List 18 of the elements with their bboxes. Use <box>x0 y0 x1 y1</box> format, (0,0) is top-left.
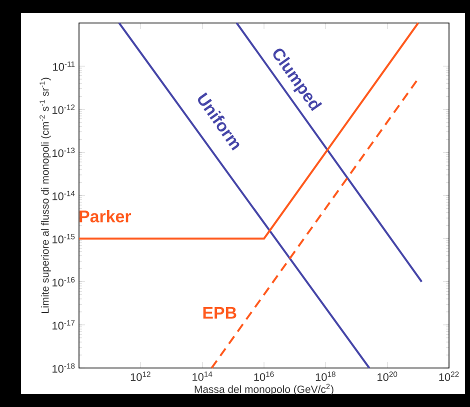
x-tick-label: 10$^{18}$ <box>316 372 336 381</box>
y-tick-label: 10$^{-11}$ <box>53 61 75 71</box>
y-tick-label: 10$^{-17}$ <box>52 320 75 330</box>
y-tick-label: 10$^{-16}$ <box>52 277 75 286</box>
y-axis-title: Limite superiore al flusso di monopoli (cm$^{-2}$ s$^{-1}$ sr$^{-1}$) <box>40 78 51 314</box>
series-label: Parker <box>80 210 131 222</box>
y-tick-label: 10$^{-18}$ <box>52 363 75 373</box>
x-tick-label: 10$^{20}$ <box>378 372 398 381</box>
x-tick-label: 10$^{16}$ <box>254 372 274 381</box>
x-tick-label: 10$^{14}$ <box>192 372 212 381</box>
x-tick-label: 10$^{12}$ <box>130 372 150 381</box>
y-tick-label: 10$^{-12}$ <box>52 104 75 114</box>
series-label: EPB <box>203 306 236 319</box>
y-tick-label: 10$^{-15}$ <box>52 234 75 244</box>
x-axis-title: Massa del monopolo (GeV/c$^{2}$) <box>194 384 334 396</box>
y-tick-label: 10$^{-13}$ <box>52 148 75 158</box>
x-tick-label: 10$^{22}$ <box>439 372 459 381</box>
y-tick-label: 10$^{-14}$ <box>52 190 75 200</box>
